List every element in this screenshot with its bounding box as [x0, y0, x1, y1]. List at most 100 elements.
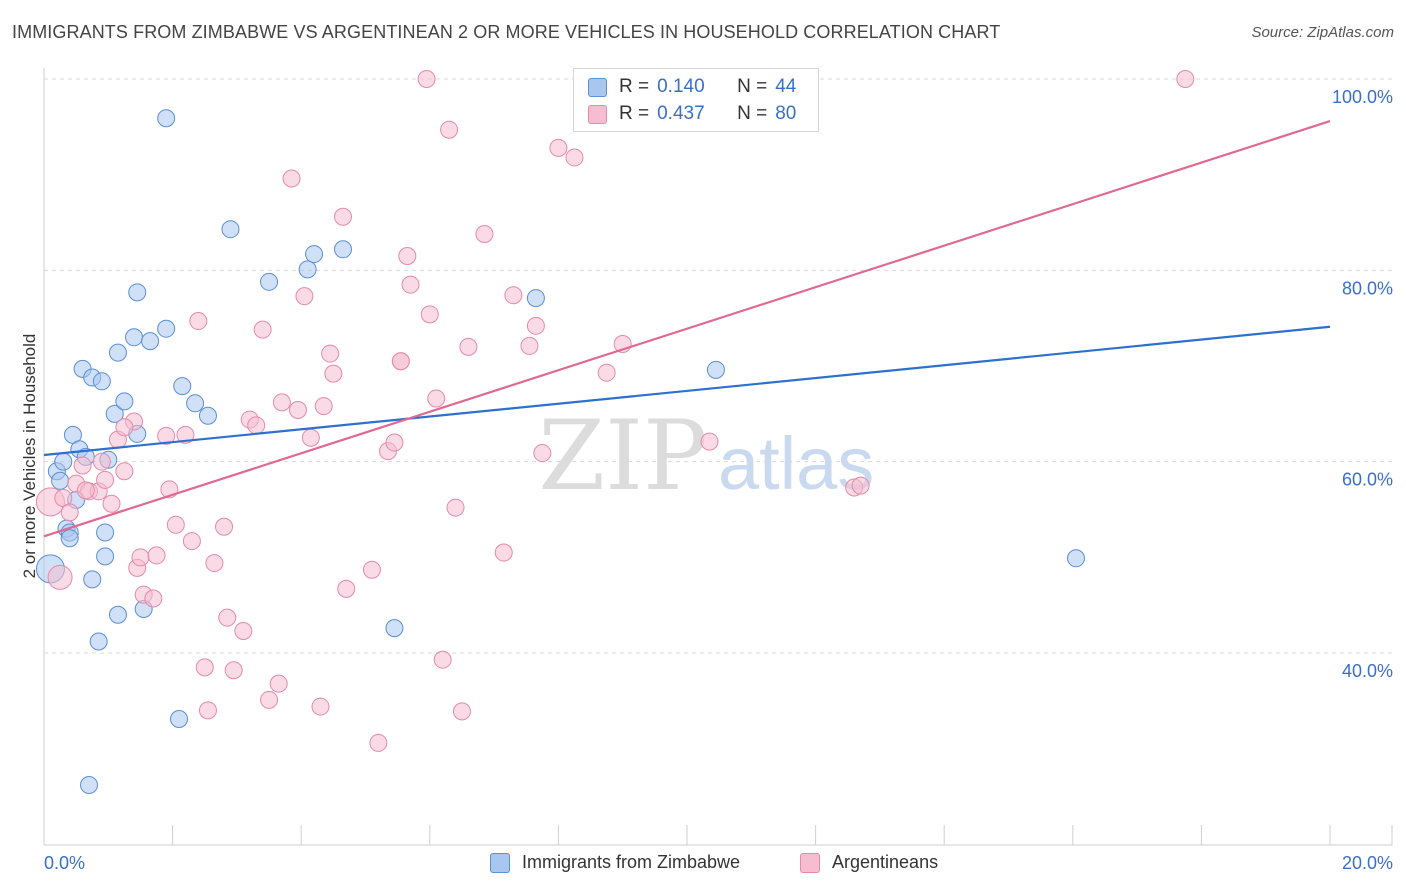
legend-label-argentineans: Argentineans [832, 852, 939, 872]
zimbabwe-point [128, 283, 147, 302]
argentineans-point [189, 312, 208, 331]
argentineans-point [446, 498, 465, 517]
argentineans-point [96, 470, 115, 489]
y-axis-label: 2 or more Vehicles in Household [20, 333, 39, 579]
tick-labels: 100.0% 80.0% 60.0% 40.0% 0.0% 20.0% [44, 87, 1393, 873]
stats-r-value: 0.437 [657, 103, 705, 124]
argentineans-point [520, 336, 539, 355]
argentineans-point [176, 425, 195, 444]
zimbabwe-point [60, 529, 79, 548]
y-tick-label: 100.0% [1332, 87, 1393, 107]
argentineans-point [504, 286, 523, 305]
y-tick-label: 40.0% [1342, 661, 1393, 681]
legend-item-zimbabwe[interactable]: Immigrants from Zimbabwe [490, 852, 740, 873]
zimbabwe-point [157, 109, 176, 128]
series-argentineans-points [35, 70, 1195, 752]
argentineans-point [288, 401, 307, 420]
argentineans-point [401, 275, 420, 294]
argentineans-point [272, 393, 291, 412]
trend-line-argentineans [43, 120, 1331, 538]
argentineans-point [597, 363, 616, 382]
argentineans-point [427, 389, 446, 408]
argentineans-point [247, 416, 266, 435]
argentineans-point [1176, 70, 1195, 88]
argentineans-point [157, 426, 176, 445]
argentineans-point [215, 517, 234, 536]
argentineans-point [60, 503, 79, 522]
argentineans-point [224, 661, 243, 680]
watermark: ZIP atlas [538, 400, 874, 512]
stats-n-value: 44 [775, 76, 797, 97]
argentineans-point [433, 650, 452, 669]
trend-line-zimbabwe [43, 325, 1331, 457]
zimbabwe-point [526, 289, 545, 308]
stats-r-value: 0.140 [657, 76, 705, 97]
argentineans-point [533, 444, 552, 463]
zimbabwe-point [141, 332, 160, 351]
zimbabwe-point [80, 776, 99, 795]
legend-label-zimbabwe: Immigrants from Zimbabwe [522, 852, 741, 872]
argentineans-point [321, 344, 340, 363]
zimbabwe-point [108, 343, 127, 362]
argentineans-point [549, 138, 568, 157]
zimbabwe-point [89, 632, 108, 651]
argentineans-point [198, 701, 217, 720]
legend: Immigrants from Zimbabwe Argentineans [0, 852, 1406, 878]
zimbabwe-point [186, 394, 205, 413]
series-zimbabwe-points [35, 109, 1086, 795]
argentineans-point [851, 476, 870, 495]
axes [43, 68, 1393, 846]
stats-r-label: R = [619, 76, 650, 97]
legend-item-argentineans[interactable]: Argentineans [800, 852, 938, 873]
zimbabwe-point [260, 272, 279, 291]
argentineans-point [526, 316, 545, 335]
zimbabwe-point [108, 605, 127, 624]
argentineans-point [195, 658, 214, 677]
zimbabwe-point [96, 523, 115, 542]
argentineans-point [234, 621, 253, 640]
zimbabwe-point [706, 360, 725, 379]
watermark-zip: ZIP [538, 400, 707, 512]
argentineans-point [494, 543, 513, 562]
argentineans-point [324, 364, 343, 383]
argentineans-point [369, 733, 388, 752]
argentineans-point [420, 305, 439, 324]
argentineans-point [115, 418, 134, 437]
argentineans-point [362, 560, 381, 579]
argentineans-point [295, 287, 314, 306]
argentineans-point [459, 337, 478, 356]
zimbabwe-point [51, 471, 70, 490]
argentineans-point [391, 352, 410, 371]
zimbabwe-point [198, 406, 217, 425]
argentineans-point [282, 169, 301, 188]
argentineans-point [218, 608, 237, 627]
argentineans-point [260, 690, 279, 709]
zimbabwe-point [333, 240, 352, 259]
argentineans-point [269, 674, 288, 693]
y-tick-label: 80.0% [1342, 278, 1393, 298]
argentineans-point [144, 589, 163, 608]
zimbabwe-point [125, 328, 144, 347]
argentineans-point [76, 481, 95, 500]
zimbabwe-point [298, 260, 317, 279]
zimbabwe-point [385, 619, 404, 638]
argentineans-point [475, 224, 494, 243]
stats-row-argentineans: R = 0.437 N = 80 [588, 101, 796, 127]
zimbabwe-point [83, 570, 102, 589]
argentineans-point [131, 548, 150, 567]
zimbabwe-point [173, 377, 192, 396]
trend-lines [43, 120, 1331, 538]
argentineans-point [73, 456, 92, 475]
x-tick-label-max: 20.0% [1342, 853, 1393, 873]
stats-n-label: N = [737, 76, 768, 97]
zimbabwe-point [157, 319, 176, 338]
zimbabwe-point [170, 710, 189, 729]
x-tick-label-min: 0.0% [44, 853, 85, 873]
argentineans-point [47, 564, 73, 590]
argentineans-point [253, 320, 272, 339]
argentineans-point [92, 452, 111, 471]
argentineans-point [417, 70, 436, 88]
argentineans-point [147, 546, 166, 565]
zimbabwe-point [305, 245, 324, 264]
